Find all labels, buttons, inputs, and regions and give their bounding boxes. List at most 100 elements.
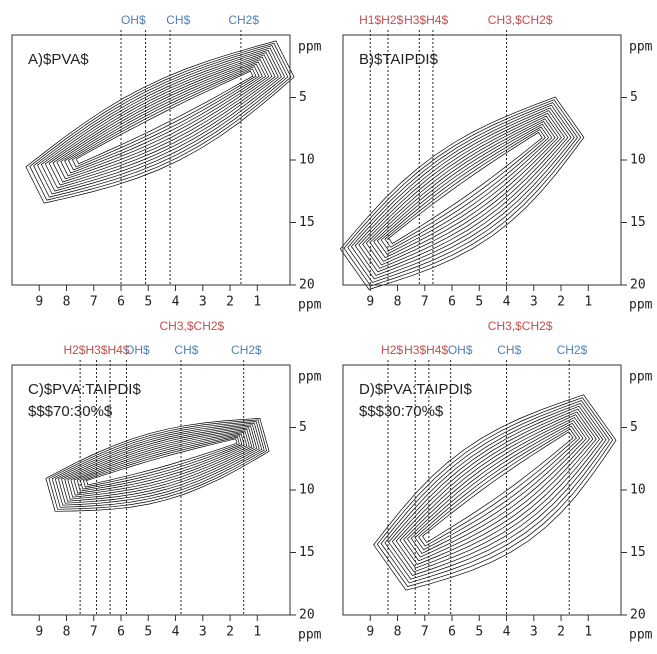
x-tick-label: 5 [144, 625, 152, 640]
contour [40, 49, 282, 192]
x-tick-label: 6 [117, 295, 125, 310]
x-tick-label: 3 [530, 625, 538, 640]
peak-label: H1$H2$ [359, 13, 403, 27]
contour [79, 435, 243, 490]
contour [350, 104, 575, 280]
contour [25, 40, 295, 204]
contour [406, 419, 587, 558]
contour [395, 411, 597, 569]
contour [376, 123, 553, 255]
contour [384, 129, 546, 248]
y-axis-label: ppm [629, 40, 653, 55]
panel-subtitle: $$$30:70%$ [359, 403, 444, 420]
x-tick-label: 9 [366, 625, 374, 640]
contour [399, 414, 594, 565]
contour [376, 397, 614, 587]
y-tick-label: 5 [630, 420, 638, 435]
contour [29, 42, 292, 201]
x-tick-label: 6 [117, 625, 125, 640]
contour [384, 402, 607, 580]
contour [380, 400, 610, 584]
y-axis-label: ppm [298, 40, 322, 55]
y-tick-label: 5 [630, 90, 638, 105]
x-tick-label: 7 [421, 625, 429, 640]
contour [388, 131, 543, 245]
contour [37, 47, 286, 195]
x-tick-label: 2 [557, 625, 565, 640]
contour [44, 52, 279, 189]
contour [358, 110, 569, 273]
contour [52, 56, 273, 183]
y-tick-label: 5 [299, 90, 307, 105]
contour [70, 430, 250, 496]
x-tick-label: 4 [503, 625, 511, 640]
y-tick-label: 5 [299, 420, 307, 435]
x-tick-label: 9 [366, 295, 374, 310]
peak-label: H3$H4$ [404, 343, 448, 357]
contour [73, 432, 248, 494]
contour [391, 408, 600, 573]
contour [75, 70, 254, 165]
panel-subtitle: $$$70:30%$ [28, 403, 113, 420]
peak-label: H2$H3$H4$ [63, 343, 129, 357]
contour [68, 66, 260, 171]
contour [354, 107, 572, 276]
y-tick-label: 20 [299, 608, 315, 623]
y-tick-label: 10 [299, 483, 315, 498]
x-tick-label: 2 [226, 295, 234, 310]
contour [362, 112, 566, 269]
x-tick-label: 9 [35, 625, 43, 640]
contour [33, 45, 289, 198]
contour [48, 54, 276, 186]
contour [64, 427, 255, 500]
x-tick-label: 7 [90, 295, 98, 310]
peak-label: CH2$ [231, 343, 262, 357]
peak-label: H2$ [381, 343, 403, 357]
y-tick-label: 15 [299, 545, 315, 560]
peak-label: H3$H4$ [404, 13, 448, 27]
contour [410, 422, 584, 554]
x-tick-label: 9 [35, 295, 43, 310]
peak-label: CH3,$CH2$ [160, 319, 225, 333]
panel-title: D)$PVA:TAIPDI$ [359, 381, 472, 398]
contour [45, 418, 270, 512]
peak-label: CH3,$CH2$ [488, 13, 553, 27]
peak-label: CH2$ [228, 13, 259, 27]
x-tick-label: 8 [63, 295, 71, 310]
x-tick-label: 5 [475, 295, 483, 310]
peak-label: OH$ [121, 13, 146, 27]
x-tick-label: 1 [253, 625, 261, 640]
x-tick-label: 2 [557, 295, 565, 310]
contour [51, 421, 265, 508]
contour [347, 102, 578, 283]
y-tick-label: 10 [630, 153, 646, 168]
x-axis-label: ppm [298, 628, 322, 643]
contour [418, 428, 577, 547]
x-tick-label: 1 [584, 625, 592, 640]
contour [388, 405, 604, 576]
contour [373, 121, 556, 259]
x-tick-label: 8 [394, 625, 402, 640]
x-tick-label: 4 [172, 625, 180, 640]
x-tick-label: 3 [199, 295, 207, 310]
panel-title: B)$TAIPDI$ [359, 51, 439, 68]
contour [86, 438, 238, 486]
x-tick-label: 1 [253, 295, 261, 310]
y-tick-label: 20 [299, 278, 315, 293]
contour [339, 96, 585, 290]
x-tick-label: 2 [226, 625, 234, 640]
x-tick-label: 4 [172, 295, 180, 310]
peak-label: CH$ [166, 13, 190, 27]
x-tick-label: 8 [394, 295, 402, 310]
contour [54, 422, 263, 506]
contour [48, 419, 268, 510]
contour [414, 425, 581, 551]
contour [365, 115, 562, 266]
x-axis-label: ppm [629, 298, 653, 313]
contour [380, 126, 550, 252]
contour [56, 59, 270, 180]
y-tick-label: 15 [630, 545, 646, 560]
peak-label: CH$ [497, 343, 521, 357]
x-tick-label: 4 [503, 295, 511, 310]
contour [67, 429, 253, 498]
